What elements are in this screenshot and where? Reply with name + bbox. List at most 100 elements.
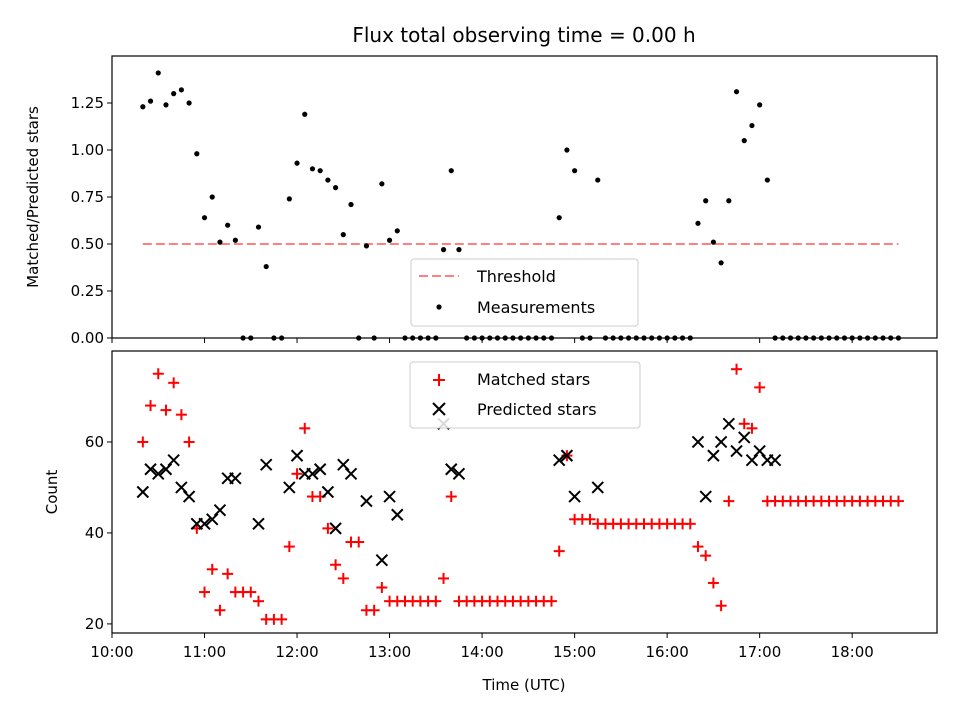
matched-star-point <box>175 409 187 421</box>
measurement-point <box>356 335 362 341</box>
predicted-star-point <box>391 508 404 521</box>
measurement-point <box>425 335 431 341</box>
measurement-point <box>225 222 231 228</box>
predicted-star-point <box>344 467 358 481</box>
matched-star-point <box>214 604 226 616</box>
matched-star-point <box>299 422 311 434</box>
measurement-point <box>433 335 439 341</box>
matched-star-point <box>438 572 450 584</box>
measurement-point <box>448 168 454 174</box>
measurement-point <box>371 335 377 341</box>
measurement-point <box>818 335 824 341</box>
measurement-point <box>572 168 578 174</box>
matched-star-point <box>283 541 295 553</box>
predicted-star-point <box>445 463 458 476</box>
top-y-tick-label: 0.75 <box>71 188 104 206</box>
measurement-point <box>263 263 269 270</box>
matched-star-point <box>152 368 164 380</box>
matched-star-point <box>723 495 735 507</box>
top-y-axis-label: Matched/Predicted stars <box>24 106 42 288</box>
measurement-point <box>155 70 161 76</box>
matched-star-point <box>684 518 696 530</box>
matched-star-point <box>353 536 365 548</box>
measurement-point <box>440 247 447 253</box>
legend-threshold-label: Threshold <box>476 267 556 286</box>
matched-star-point <box>330 559 342 571</box>
matched-star-point <box>545 595 557 607</box>
measurement-point <box>510 335 516 341</box>
bottom-legend: Matched stars Predicted stars <box>409 361 641 429</box>
predicted-star-point <box>568 490 581 503</box>
predicted-star-point <box>252 517 265 531</box>
predicted-star-point <box>375 554 389 567</box>
top-y-tick-label: 0.25 <box>71 282 104 300</box>
measurement-point <box>718 260 724 266</box>
measurement-point <box>880 335 886 341</box>
measurement-point <box>394 228 400 234</box>
predicted-star-point <box>329 522 342 535</box>
top-chart-title: Flux total observing time = 0.00 h <box>352 23 695 47</box>
measurement-point <box>456 247 462 253</box>
legend-predicted-swatch <box>432 402 446 416</box>
predicted-star-point <box>707 449 720 462</box>
measurement-point <box>525 335 531 341</box>
measurement-point <box>749 122 755 129</box>
measurement-point <box>834 335 840 341</box>
top-legend: Threshold Measurements <box>410 258 639 327</box>
x-tick-label: 17:00 <box>738 643 781 661</box>
measurement-point <box>309 166 316 172</box>
matched-star-point <box>892 495 904 507</box>
measurement-point <box>402 335 408 341</box>
predicted-star-point <box>213 503 227 517</box>
measurement-point <box>625 335 632 341</box>
measurement-point <box>279 335 285 341</box>
measurement-point <box>703 198 709 204</box>
matched-star-point <box>199 586 211 598</box>
matched-star-point <box>553 545 565 557</box>
measurement-point <box>826 335 832 341</box>
measurement-point <box>710 239 717 245</box>
measurement-point <box>479 335 485 341</box>
predicted-star-point <box>699 490 712 503</box>
bottom-y-ticks: 20 40 60 <box>85 433 112 633</box>
measurement-point <box>379 181 385 187</box>
legend-matched-swatch <box>433 374 445 386</box>
x-tick-label: 15:00 <box>553 643 596 661</box>
predicted-star-point <box>321 485 335 499</box>
predicted-star-point <box>290 449 304 462</box>
predicted-star-point <box>283 481 296 494</box>
x-axis-label: Time (UTC) <box>482 676 566 694</box>
measurement-point <box>780 335 786 341</box>
measurement-point <box>186 100 192 106</box>
predicted-star-point <box>714 435 728 449</box>
measurement-point <box>363 243 370 249</box>
measurement-point <box>865 335 871 341</box>
legend-measurements-swatch <box>436 304 442 310</box>
predicted-star-point <box>730 444 743 458</box>
measurement-point <box>687 335 693 341</box>
measurement-point <box>679 335 686 341</box>
matched-star-point <box>252 595 264 607</box>
matched-star-point <box>368 604 380 616</box>
bottom-y-tick-label: 60 <box>85 433 104 451</box>
x-tick-label: 11:00 <box>183 643 226 661</box>
predicted-star-point <box>591 481 604 494</box>
measurement-point <box>464 335 470 341</box>
matched-star-point <box>276 613 288 625</box>
bottom-y-tick-label: 20 <box>85 615 104 633</box>
predicted-star-point <box>198 517 211 531</box>
predicted-star-point <box>552 453 566 467</box>
measurement-point <box>857 335 863 341</box>
measurement-point <box>325 177 331 183</box>
measurement-point <box>641 335 647 341</box>
matched-star-point <box>337 572 349 584</box>
measurement-point <box>664 335 670 341</box>
x-tick-label: 14:00 <box>460 643 503 661</box>
x-tick-label: 18:00 <box>831 643 874 661</box>
measurement-point <box>340 232 346 238</box>
measurement-point <box>178 87 184 93</box>
matched-star-point <box>692 541 704 553</box>
measurement-point <box>294 160 300 166</box>
matched-star-point <box>137 436 149 448</box>
predicted-star-point <box>452 467 466 481</box>
